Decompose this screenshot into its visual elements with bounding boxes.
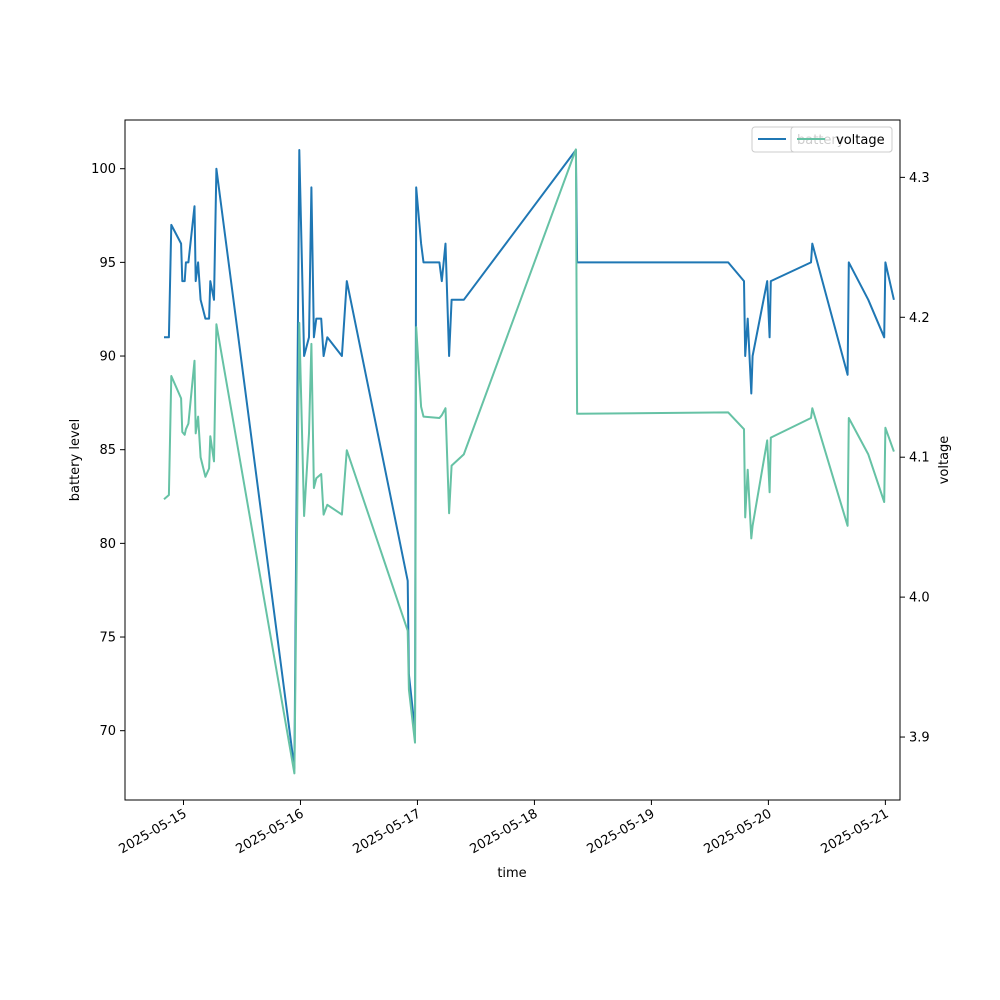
y-right-tick-label: 4.2	[909, 311, 930, 326]
legend-voltage-box	[790, 126, 893, 153]
y-left-tick-label: 100	[91, 162, 116, 177]
legend-voltage-label: voltage	[836, 133, 885, 148]
series-line-voltage	[163, 148, 895, 775]
y-left-tick-label: 75	[99, 631, 116, 646]
series-line-battery	[164, 149, 895, 770]
y-right-tick-label: 4.0	[909, 591, 930, 606]
legend-voltage: voltage	[790, 126, 893, 153]
series-layer	[163, 148, 895, 775]
y-right-tick-label: 4.3	[909, 171, 930, 186]
y-axis-left: 70 75 80 85 90 95 100	[91, 162, 125, 739]
y-axis-right-label: voltage	[937, 436, 952, 485]
y-axis-right: 3.9 4.0 4.1 4.2 4.3	[900, 171, 930, 746]
y-left-tick-label: 95	[99, 256, 116, 271]
y-right-tick-label: 3.9	[909, 731, 930, 746]
y-left-tick-label: 70	[99, 724, 116, 739]
y-axis-left-label: battery level	[68, 419, 83, 502]
plot-frame	[124, 119, 901, 801]
y-left-tick-label: 85	[99, 443, 116, 458]
y-left-tick-label: 90	[99, 350, 116, 365]
y-left-tick-label: 80	[99, 537, 116, 552]
y-right-tick-label: 4.1	[909, 451, 930, 466]
x-axis-label: time	[497, 866, 526, 881]
